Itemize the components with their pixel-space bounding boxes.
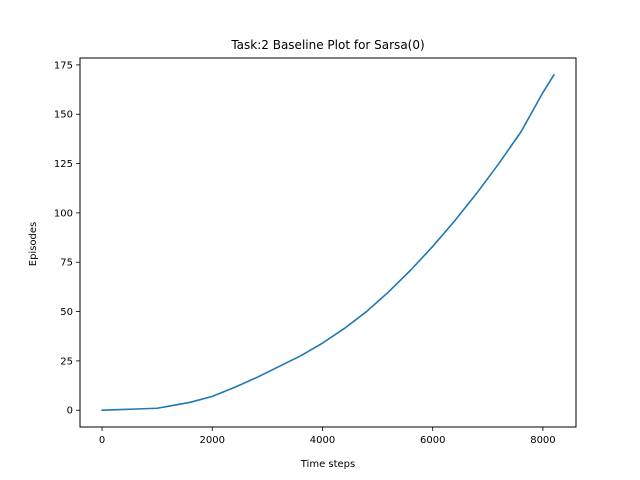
y-axis-title: Episodes [28, 222, 39, 266]
x-axis-title: Time steps [300, 459, 356, 470]
plot-frame [79, 57, 577, 428]
plot-area [101, 73, 555, 412]
series-line [101, 73, 555, 412]
chart-title: Task:2 Baseline Plot for Sarsa(0) [230, 38, 424, 52]
x-tick-label: 8000 [530, 435, 555, 446]
x-tick-label: 2000 [200, 435, 225, 446]
y-axis: 0 25 50 75 100 125 150 175 [54, 60, 80, 417]
y-tick-label: 100 [54, 208, 73, 219]
x-axis: 0 2000 4000 6000 8000 [99, 427, 556, 446]
y-tick-label: 50 [60, 307, 73, 318]
x-tick-label: 0 [99, 435, 105, 446]
y-tick-label: 150 [54, 110, 73, 121]
y-tick-label: 75 [60, 258, 73, 269]
y-tick-label: 125 [54, 159, 73, 170]
x-tick-label: 6000 [420, 435, 445, 446]
x-tick-label: 4000 [310, 435, 335, 446]
y-tick-label: 25 [60, 356, 73, 367]
y-tick-label: 175 [54, 60, 73, 71]
y-tick-label: 0 [67, 406, 73, 417]
